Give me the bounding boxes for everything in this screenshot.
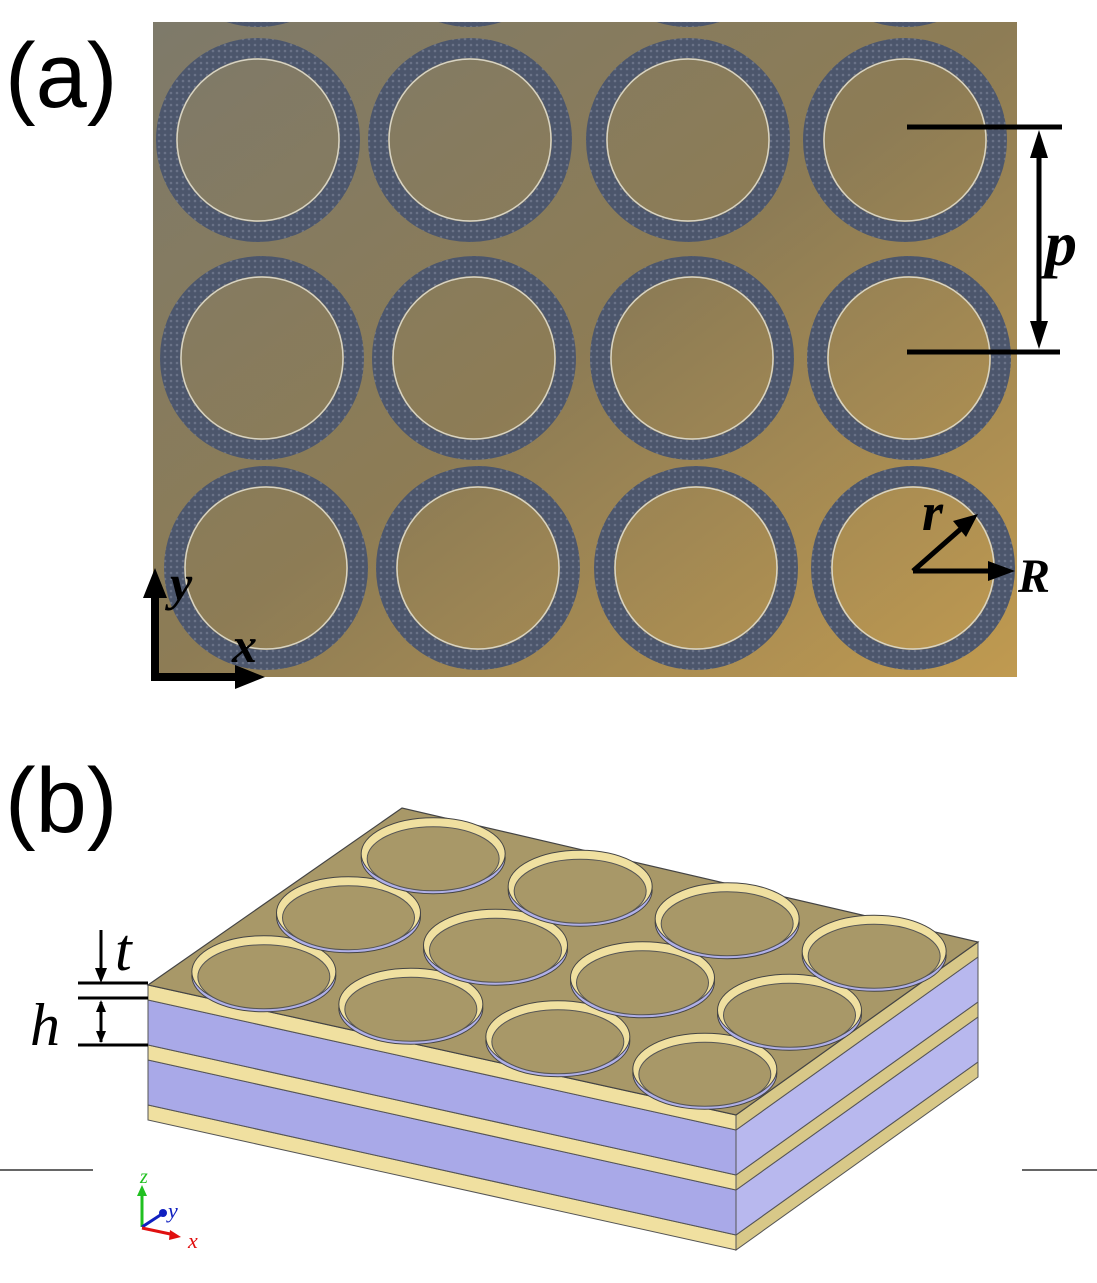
ring <box>594 466 798 670</box>
ring-edge <box>389 0 551 6</box>
ring <box>873 22 937 27</box>
xy-axes: y x <box>143 555 265 689</box>
period-label: p <box>1040 208 1077 279</box>
ring-disk <box>638 1041 772 1107</box>
ring <box>590 256 794 460</box>
ring-disk <box>513 858 647 924</box>
ring-disk <box>723 982 856 1048</box>
ring-disk <box>429 917 562 983</box>
ring-array <box>156 0 1015 670</box>
inner-radius-label: r <box>922 482 944 542</box>
ring <box>164 466 368 670</box>
thickness-label: t <box>115 917 133 983</box>
radius-marker: r R <box>911 482 1050 603</box>
ring-edge <box>396 486 560 650</box>
panel-a-label: (a) <box>5 25 117 127</box>
panel-b-label: (b) <box>5 750 117 852</box>
ring-edge <box>823 58 987 222</box>
arrow-down-icon <box>1030 321 1048 349</box>
ring <box>372 256 576 460</box>
metal-plate <box>153 22 1017 677</box>
ring <box>376 466 580 670</box>
ring-edge <box>176 58 340 222</box>
photo-sample <box>153 0 1017 677</box>
arrow-up-icon <box>1030 130 1048 158</box>
ring-disk <box>366 826 500 892</box>
ring-edge <box>177 0 339 6</box>
ring-edge <box>180 276 344 440</box>
ring <box>368 38 572 242</box>
axis-x-label: x <box>231 617 257 673</box>
outer-radius-label: R <box>1017 550 1050 603</box>
ring-disk <box>344 976 478 1042</box>
triad-y-label: y <box>166 1198 178 1223</box>
ring <box>160 256 364 460</box>
ring-edge <box>392 276 556 440</box>
ring-disk <box>491 1009 625 1075</box>
ring-edge <box>824 0 986 6</box>
metamaterial-stack <box>146 807 980 1251</box>
ring-edge <box>614 486 778 650</box>
ring-edge <box>388 58 552 222</box>
spacing-label: h <box>30 992 60 1058</box>
ring-disk <box>576 950 709 1016</box>
ring-edge <box>607 0 769 6</box>
ring <box>803 38 1007 242</box>
triad-x-label: x <box>187 1228 198 1253</box>
ring <box>656 22 720 27</box>
ring-edge <box>827 276 991 440</box>
ring-disk <box>197 944 331 1010</box>
ring <box>438 22 502 27</box>
ring-edge <box>610 276 774 440</box>
ring <box>226 22 290 27</box>
ring <box>807 256 1011 460</box>
ring <box>586 38 790 242</box>
triad-z-label: z <box>139 1166 148 1188</box>
ring-disk <box>807 923 941 989</box>
ring-disk <box>282 885 415 951</box>
ring-edge <box>184 486 348 650</box>
thickness-marker: t h <box>30 917 148 1058</box>
ring <box>156 38 360 242</box>
ring-disk <box>660 891 794 957</box>
period-marker: p <box>907 124 1077 355</box>
ring-edge <box>606 58 770 222</box>
axis-y-label: y <box>165 555 193 611</box>
xyz-triad: z y x <box>137 1166 198 1253</box>
